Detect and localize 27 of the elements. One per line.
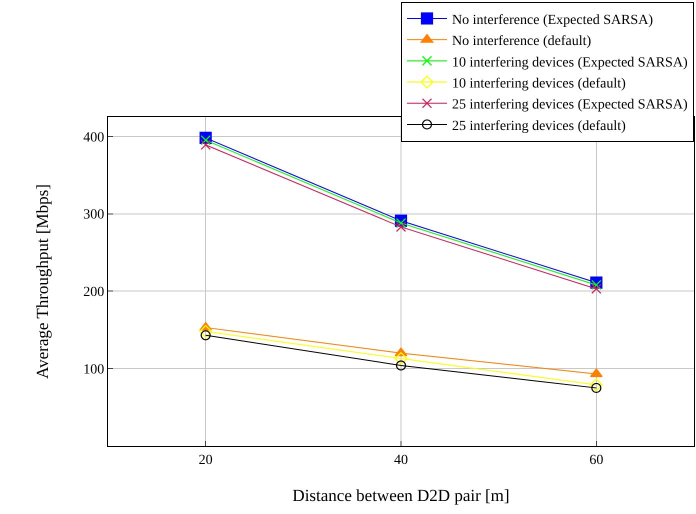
point [590, 378, 603, 392]
x-tick-label: 60 [589, 452, 604, 468]
y-tick-label: 200 [83, 285, 104, 300]
legend-label: 10 interfering devices (Expected SARSA) [452, 55, 688, 70]
y-axis-title: Average Throughput [Mbps] [32, 184, 52, 379]
point [199, 324, 212, 338]
point [590, 368, 603, 378]
point [200, 140, 211, 150]
legend-label: No interference (default) [452, 34, 592, 50]
point [591, 280, 602, 290]
legend-label: 25 interfering devices (Expected SARSA) [452, 98, 688, 113]
point [591, 382, 602, 394]
legend-label: 25 interfering devices (default) [452, 118, 626, 134]
point [396, 360, 406, 371]
point [396, 222, 406, 232]
y-tick-label: 300 [83, 208, 104, 223]
legend-label: No interference (Expected SARSA) [452, 12, 654, 28]
y-tick-label: 400 [83, 130, 104, 146]
y-tick-label: 100 [83, 362, 104, 378]
point [396, 218, 406, 228]
point [200, 135, 211, 146]
point [394, 352, 408, 365]
x-axis-title: Distance between D2D pair [m] [292, 486, 510, 506]
legend-label: 10 interfering devices (default) [452, 76, 626, 92]
x-tick-label: 40 [394, 452, 408, 468]
point [591, 284, 602, 294]
x-tick-label: 20 [198, 452, 213, 468]
